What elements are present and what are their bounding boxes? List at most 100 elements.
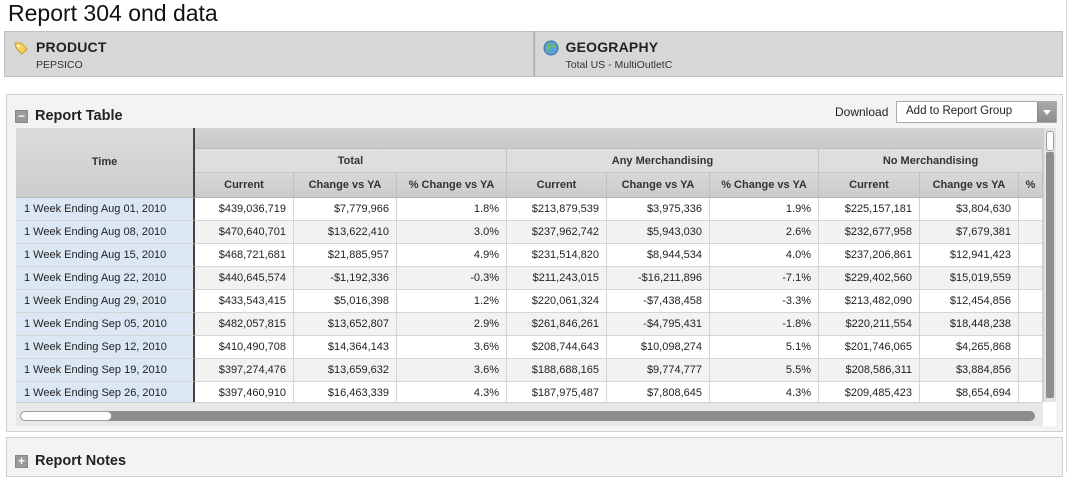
table-cell: $209,485,423 <box>819 382 920 404</box>
table-row: $470,640,701 $13,622,410 3.0% $237,962,742 $… <box>195 221 1043 244</box>
download-dropdown-value: Add to Report Group <box>906 105 1013 117</box>
expand-icon[interactable]: + <box>15 455 28 468</box>
globe-icon <box>543 40 558 56</box>
table-cell: 5.5% <box>710 359 819 381</box>
column-header[interactable]: Change vs YA <box>920 173 1019 197</box>
table-cell <box>1019 336 1043 358</box>
row-time-cell[interactable]: 1 Week Ending Aug 29, 2010 <box>16 290 195 313</box>
column-header[interactable]: Change vs YA <box>294 173 397 197</box>
table-cell: $470,640,701 <box>195 221 294 243</box>
table-cell: $4,265,868 <box>920 336 1019 358</box>
column-header[interactable]: % Change vs YA <box>397 173 507 197</box>
table-cell: $7,808,645 <box>607 382 710 404</box>
table-cell: $5,016,398 <box>294 290 397 312</box>
time-header-label: Time <box>91 156 118 168</box>
table-cell: -$4,795,431 <box>607 313 710 335</box>
group-header-no-merchandising[interactable]: No Merchandising <box>819 149 1043 172</box>
table-row: $410,490,708 $14,364,143 3.6% $208,744,643 $… <box>195 336 1043 359</box>
column-header[interactable]: % <box>1019 173 1043 197</box>
table-cell: 1.2% <box>397 290 507 312</box>
product-filter[interactable]: PRODUCT PEPSICO <box>4 31 534 77</box>
table-cell: $410,490,708 <box>195 336 294 358</box>
table-cell: -$7,438,458 <box>607 290 710 312</box>
group-header-total[interactable]: Total <box>195 149 507 172</box>
header-spacer <box>195 128 1043 149</box>
row-time-cell[interactable]: 1 Week Ending Sep 12, 2010 <box>16 336 195 359</box>
report-table-title: Report Table <box>35 108 123 124</box>
table-cell: $7,679,381 <box>920 221 1019 243</box>
table-cell <box>1019 382 1043 404</box>
column-header[interactable]: % Change vs YA <box>710 173 819 197</box>
horizontal-scroll-thumb[interactable] <box>20 411 112 421</box>
geography-filter-label: GEOGRAPHY <box>565 39 659 55</box>
table-cell: -3.3% <box>710 290 819 312</box>
row-time-cell[interactable]: 1 Week Ending Aug 01, 2010 <box>16 198 195 221</box>
horizontal-scroll-track[interactable] <box>20 411 1035 421</box>
page-scrollbar[interactable] <box>1066 0 1071 473</box>
table-cell: $468,721,681 <box>195 244 294 266</box>
row-time-cell[interactable]: 1 Week Ending Aug 08, 2010 <box>16 221 195 244</box>
table-cell: $188,688,165 <box>507 359 607 381</box>
geography-filter[interactable]: GEOGRAPHY Total US - MultiOutletC <box>533 31 1063 77</box>
data-columns: Total Any Merchandising No Merchandising… <box>195 128 1043 405</box>
table-cell: -$16,211,896 <box>607 267 710 289</box>
report-notes-panel: + Report Notes <box>6 437 1063 477</box>
table-cell: $3,804,630 <box>920 198 1019 220</box>
table-cell: $3,884,856 <box>920 359 1019 381</box>
column-header[interactable]: Current <box>507 173 607 197</box>
table-cell <box>1019 244 1043 266</box>
vertical-scroll-thumb[interactable] <box>1046 131 1054 151</box>
table-cell: 5.1% <box>710 336 819 358</box>
table-cell: $8,944,534 <box>607 244 710 266</box>
filter-bar: PRODUCT PEPSICO GEOGRAPHY Total US - Mul… <box>4 31 1063 77</box>
column-header[interactable]: Current <box>195 173 294 197</box>
row-time-cell[interactable]: 1 Week Ending Aug 15, 2010 <box>16 244 195 267</box>
vertical-scrollbar[interactable] <box>1043 128 1056 402</box>
time-column-header[interactable]: Time <box>16 128 195 198</box>
column-header-row: Current Change vs YA % Change vs YA Curr… <box>195 173 1043 198</box>
table-cell: 3.6% <box>397 359 507 381</box>
table-cell: -7.1% <box>710 267 819 289</box>
product-filter-value: PEPSICO <box>36 59 83 71</box>
table-cell: $433,543,415 <box>195 290 294 312</box>
table-cell: $237,962,742 <box>507 221 607 243</box>
report-notes-title: Report Notes <box>35 453 127 469</box>
row-time-cell[interactable]: 1 Week Ending Sep 19, 2010 <box>16 359 195 382</box>
table-cell <box>1019 198 1043 220</box>
collapse-icon[interactable]: − <box>15 110 28 123</box>
table-row: $433,543,415 $5,016,398 1.2% $220,061,324 -$… <box>195 290 1043 313</box>
column-header[interactable]: Change vs YA <box>607 173 710 197</box>
table-cell: $13,652,807 <box>294 313 397 335</box>
table-cell: $213,482,090 <box>819 290 920 312</box>
table-cell <box>1019 359 1043 381</box>
horizontal-scrollbar[interactable] <box>16 402 1043 426</box>
chevron-down-icon[interactable] <box>1037 102 1056 122</box>
column-header[interactable]: Current <box>819 173 920 197</box>
download-dropdown[interactable]: Add to Report Group <box>896 101 1057 123</box>
table-row: $482,057,815 $13,652,807 2.9% $261,846,261-… <box>195 313 1043 336</box>
report-grid: Time 1 Week Ending Aug 01, 2010 1 Week En… <box>16 128 1056 426</box>
table-cell: 1.9% <box>710 198 819 220</box>
report-table-panel: − Report Table Download Add to Report Gr… <box>6 94 1063 432</box>
table-cell: $220,061,324 <box>507 290 607 312</box>
table-cell: $18,448,238 <box>920 313 1019 335</box>
table-cell: $208,744,643 <box>507 336 607 358</box>
table-cell: $237,206,861 <box>819 244 920 266</box>
table-cell: $187,975,487 <box>507 382 607 404</box>
table-row: $397,274,476 $13,659,632 3.6% $188,688,165 $… <box>195 359 1043 382</box>
table-cell: $13,622,410 <box>294 221 397 243</box>
table-cell: $208,586,311 <box>819 359 920 381</box>
table-cell: -$1,192,336 <box>294 267 397 289</box>
page-title: Report 304 ond data <box>8 0 218 26</box>
table-cell: $10,098,274 <box>607 336 710 358</box>
row-time-cell[interactable]: 1 Week Ending Sep 05, 2010 <box>16 313 195 336</box>
row-time-cell[interactable]: 1 Week Ending Aug 22, 2010 <box>16 267 195 290</box>
group-header-any-merchandising[interactable]: Any Merchandising <box>507 149 819 172</box>
vertical-scroll-track[interactable] <box>1046 152 1054 398</box>
table-cell: $397,460,910 <box>195 382 294 404</box>
table-cell: $397,274,476 <box>195 359 294 381</box>
frozen-column: Time 1 Week Ending Aug 01, 2010 1 Week En… <box>16 128 195 405</box>
geography-filter-value: Total US - MultiOutletC <box>565 59 673 71</box>
table-cell: $13,659,632 <box>294 359 397 381</box>
table-cell: 4.3% <box>710 382 819 404</box>
